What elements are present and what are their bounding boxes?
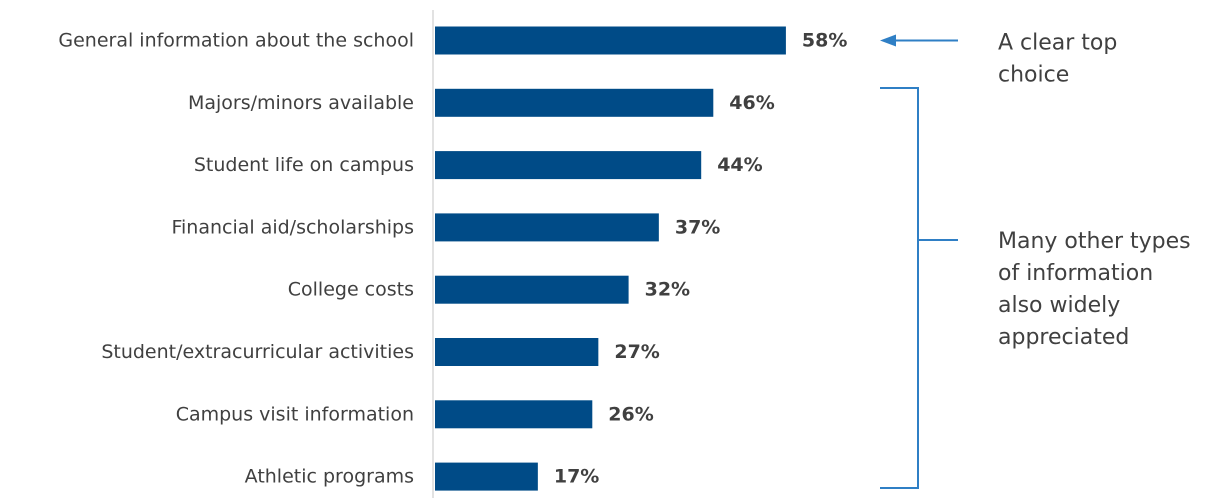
category-label: Student/extracurricular activities [101, 341, 414, 363]
category-label: College costs [288, 279, 414, 301]
value-label: 46% [729, 92, 774, 114]
callout-arrowhead [880, 34, 896, 47]
bar [435, 462, 538, 491]
bar [435, 338, 599, 366]
callout-text-other-types: also widely [998, 293, 1120, 318]
callout-text-top-choice: A clear top [998, 31, 1117, 56]
callout-text-other-types: Many other types [998, 229, 1191, 254]
bar [435, 275, 629, 304]
bar [435, 213, 659, 242]
value-label: 37% [675, 216, 720, 238]
callout-text-other-types: of information [998, 261, 1153, 286]
value-label: 26% [608, 403, 653, 425]
category-label: General information about the school [58, 30, 414, 52]
value-label: 44% [717, 154, 762, 176]
category-label: Athletic programs [245, 466, 414, 488]
value-label: 17% [554, 466, 599, 488]
value-label: 27% [614, 341, 659, 363]
category-label: Student life on campus [194, 154, 414, 176]
callout-text-other-types: appreciated [998, 325, 1129, 350]
category-label: Majors/minors available [188, 92, 414, 114]
bars [435, 26, 786, 491]
value-labels: 58% 46% 44% 37% 32% 27% 26% 17% [554, 30, 848, 488]
value-label: 32% [645, 279, 690, 301]
category-labels: General information about the school Majo… [58, 30, 414, 488]
callout-text-top-choice: choice [998, 63, 1069, 88]
bar [435, 400, 593, 429]
bar [435, 88, 714, 117]
annotations: A clear top choice Many other types of info… [880, 31, 1191, 489]
bar [435, 151, 702, 180]
value-label: 58% [802, 30, 847, 52]
category-label: Campus visit information [176, 403, 414, 425]
category-label: Financial aid/scholarships [171, 216, 414, 238]
bar [435, 26, 786, 55]
callout-bracket [880, 87, 919, 489]
